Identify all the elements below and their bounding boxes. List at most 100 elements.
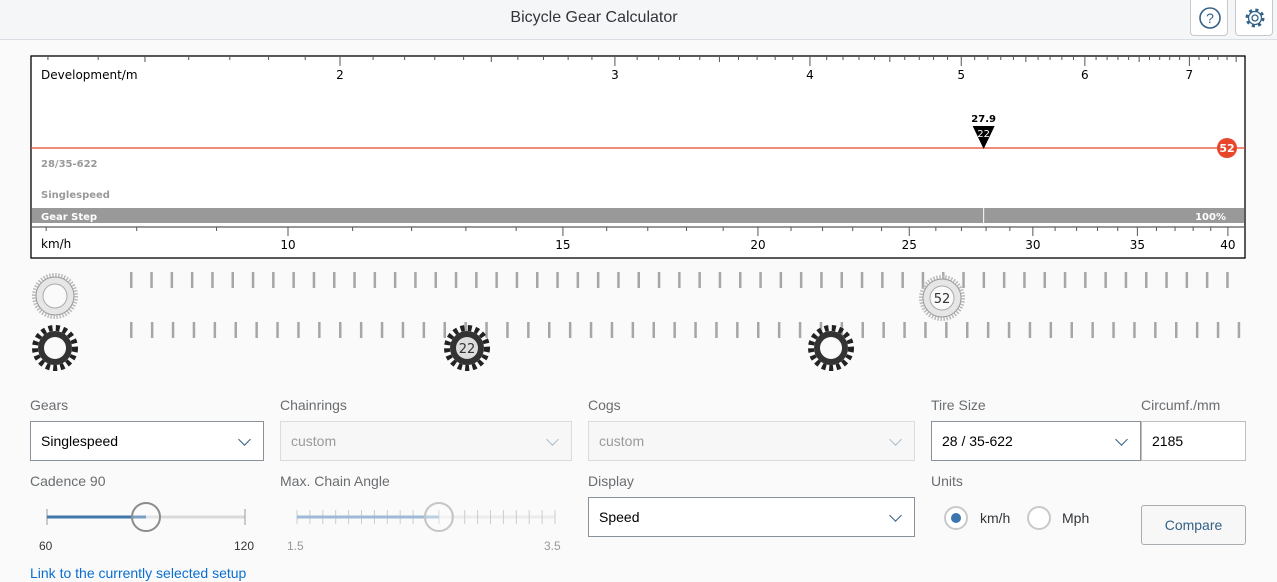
chainring-slot[interactable] [1063,272,1067,288]
cog-slot[interactable] [548,322,551,338]
cog-slot[interactable] [359,322,363,338]
cog-slot[interactable] [255,322,258,338]
chainring-slot[interactable] [718,272,722,288]
chainring-slot[interactable] [475,272,478,288]
cog-slot[interactable] [401,322,405,338]
cog-slot[interactable] [192,322,196,338]
chainring-slot[interactable] [1104,272,1107,288]
cog-slot[interactable] [1028,322,1032,338]
gear-marker[interactable]: 27.9 22 [971,114,996,149]
cadence-slider[interactable] [30,497,270,537]
cog-slot[interactable] [485,322,488,338]
cog-slot[interactable] [276,322,279,338]
chainring-slot[interactable] [1002,272,1006,288]
compare-button[interactable]: Compare [1141,505,1246,545]
cog-slot[interactable] [966,322,969,338]
cog-slot[interactable] [736,322,739,338]
chainring-slot[interactable] [495,272,498,288]
cog-slot[interactable] [924,322,927,338]
kmh-radio[interactable] [944,506,968,530]
cog-slot[interactable] [150,322,154,338]
cog-slot[interactable] [506,322,509,338]
chainring-slot[interactable] [333,272,336,288]
chainring-icon[interactable] [32,273,78,319]
cog-slot[interactable] [171,322,175,338]
chainring-slot[interactable] [454,272,458,288]
chainring-slot[interactable] [312,272,316,288]
cog-slot[interactable] [1195,322,1199,338]
chainring-slot[interactable] [921,272,925,288]
cog-icon[interactable] [32,325,78,371]
chainring-badge[interactable] [1217,138,1237,158]
chainring-slot[interactable] [556,272,559,288]
chainring-slot[interactable] [901,272,904,288]
chainring-slot[interactable] [637,272,641,288]
display-select[interactable]: Speed [588,497,915,537]
chainring-slot[interactable] [211,272,214,288]
cog-slot[interactable] [527,322,530,338]
chainring-slot[interactable] [515,272,519,288]
kmh-radio-label[interactable]: km/h [980,510,1011,526]
chainring-slot[interactable] [596,272,600,288]
chainring-slot[interactable] [576,272,580,288]
chainring-slot[interactable] [130,272,133,288]
settings-button[interactable] [1235,0,1273,36]
chainring-slot[interactable] [799,272,803,288]
cog-slot[interactable] [380,322,384,338]
chainring-slot[interactable] [1185,272,1189,288]
chainring-slot[interactable] [820,272,823,288]
cog-slot[interactable] [1154,322,1157,338]
cog-icon[interactable] [808,325,854,371]
cog-slot[interactable] [777,322,781,338]
chainring-slot[interactable] [251,272,255,288]
chainring-slot[interactable] [292,272,295,288]
cog-slot[interactable] [130,322,133,338]
cog-slot[interactable] [1133,322,1136,338]
chainring-slot[interactable] [393,272,397,288]
circumference-input[interactable]: 2185 [1141,421,1246,461]
chainring-slot[interactable] [840,272,844,288]
cog-slot[interactable] [882,322,885,338]
cog-slot[interactable] [798,322,802,338]
cog-slot[interactable] [757,322,760,338]
tire-size-select[interactable]: 28 / 35-622 [931,421,1141,461]
cog-slot[interactable] [1007,322,1011,338]
chainring-slot[interactable] [1145,272,1148,288]
chainring-slot[interactable] [1124,272,1128,288]
cog-slot[interactable] [422,322,426,338]
chainring-slot[interactable] [1226,272,1229,288]
chainring-slot[interactable] [881,272,884,288]
cog-slot[interactable] [1091,322,1094,338]
cog-slot[interactable] [1112,322,1115,338]
chainring-slot[interactable] [678,272,681,288]
cog-slot[interactable] [694,322,697,338]
cog-slot[interactable] [1070,322,1074,338]
chainring-slot[interactable] [272,272,275,288]
chainring-slot[interactable] [1043,272,1047,288]
cog-slot[interactable] [652,322,656,338]
cog-slot[interactable] [443,322,447,338]
chainring-slot[interactable] [698,272,701,288]
cog-slot[interactable] [1049,322,1053,338]
setup-link[interactable]: Link to the currently selected setup [30,565,247,581]
cog-slot[interactable] [673,322,676,338]
mph-radio-label[interactable]: Mph [1062,510,1090,526]
chainring-slot[interactable] [190,272,194,288]
cog-icon[interactable]: 22 [444,325,490,371]
cog-slot[interactable] [318,322,321,338]
cog-slot[interactable] [1216,322,1220,338]
chainring-slot[interactable] [231,272,235,288]
cog-slot[interactable] [1237,322,1241,338]
cogs-select[interactable]: custom [588,421,915,461]
chainring-slot[interactable] [657,272,661,288]
cog-slot[interactable] [861,322,865,338]
gears-select[interactable]: Singlespeed [30,421,264,461]
help-button[interactable]: ? [1190,0,1228,36]
chainring-slot[interactable] [170,272,174,288]
cog-slot[interactable] [610,322,614,338]
cog-slot[interactable] [631,322,635,338]
cog-slot[interactable] [1175,322,1178,338]
chainring-slot[interactable] [1023,272,1026,288]
chainring-slot[interactable] [617,272,620,288]
cog-slot[interactable] [903,322,906,338]
